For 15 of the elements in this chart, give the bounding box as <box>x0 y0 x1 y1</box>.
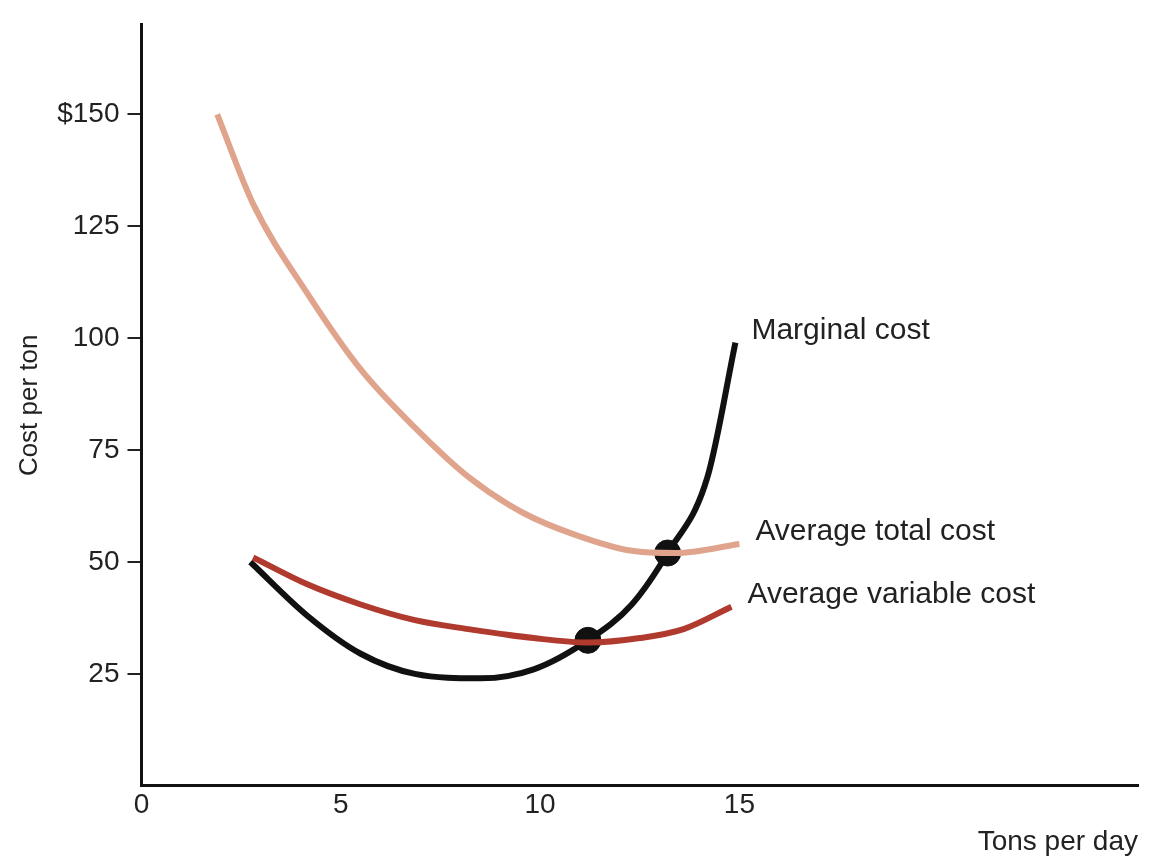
series-label: Average total cost <box>755 513 996 547</box>
y-tick-label: 100 <box>72 320 120 352</box>
y-tick-label: 75 <box>88 432 120 464</box>
x-tick-label: 15 <box>723 788 755 820</box>
y-tick-label: $150 <box>57 97 120 129</box>
x-tick-label: 5 <box>333 788 349 820</box>
x-tick-label: 10 <box>524 788 556 820</box>
y-tick-label: 25 <box>88 656 120 688</box>
x-axis-title: Tons per day <box>977 824 1138 856</box>
x-tick-label: 0 <box>133 788 150 820</box>
y-tick-label: 125 <box>72 208 120 240</box>
series-label: Marginal cost <box>751 311 931 345</box>
series-label: Average variable cost <box>747 576 1037 610</box>
y-axis-title: Cost per ton <box>12 334 43 477</box>
y-tick-label: 50 <box>88 544 120 576</box>
